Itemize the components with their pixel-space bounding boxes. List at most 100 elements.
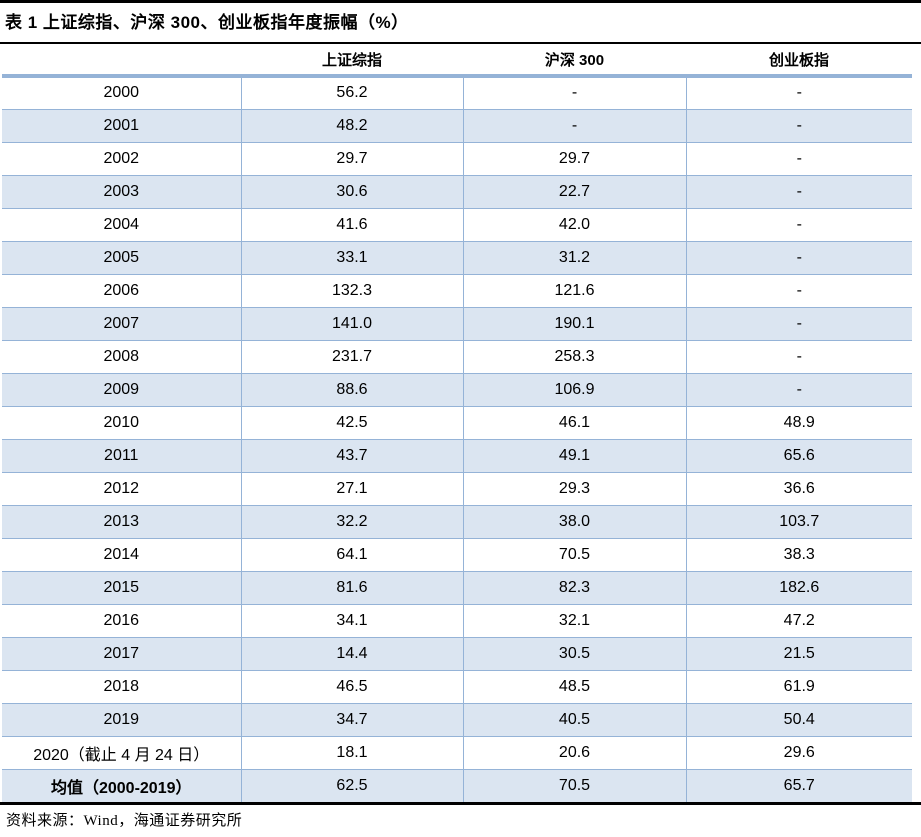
cell-sse-composite: 41.6	[240, 207, 463, 241]
cell-chinext: 65.7	[685, 768, 912, 802]
table-row: 2020（截止 4 月 24 日） 18.1 20.6 29.6	[2, 735, 912, 769]
cell-sse-composite: 132.3	[240, 273, 463, 307]
table-row: 均值（2000-2019） 62.5 70.5 65.7	[2, 768, 912, 802]
row-label: 均值（2000-2019）	[2, 768, 241, 802]
row-label: 2007	[2, 306, 241, 340]
table-row: 2017 14.4 30.5 21.5	[2, 636, 912, 670]
table-row: 2013 32.2 38.0 103.7	[2, 504, 912, 538]
table-bottom-rule	[0, 802, 921, 805]
cell-chinext: 48.9	[685, 405, 912, 439]
cell-sse-composite: 43.7	[240, 438, 463, 472]
table-header: 上证综指 沪深 300 创业板指	[2, 44, 912, 78]
row-label: 2006	[2, 273, 241, 307]
cell-chinext: -	[685, 273, 912, 307]
cell-csi-300: 70.5	[462, 768, 686, 802]
table-row: 2019 34.7 40.5 50.4	[2, 702, 912, 736]
cell-sse-composite: 14.4	[240, 636, 463, 670]
cell-chinext: 21.5	[685, 636, 912, 670]
row-label: 2005	[2, 240, 241, 274]
cell-sse-composite: 62.5	[240, 768, 463, 802]
header-csi-300: 沪深 300	[463, 44, 686, 78]
table-row: 2007 141.0 190.1 -	[2, 306, 912, 340]
cell-csi-300: 22.7	[462, 174, 686, 208]
cell-chinext: -	[685, 76, 912, 109]
cell-sse-composite: 81.6	[240, 570, 463, 604]
header-row: 上证综指 沪深 300 创业板指	[2, 44, 912, 78]
cell-csi-300: 38.0	[462, 504, 686, 538]
cell-csi-300: 32.1	[462, 603, 686, 637]
table-row: 2018 46.5 48.5 61.9	[2, 669, 912, 703]
table-row: 2003 30.6 22.7 -	[2, 174, 912, 208]
table-row: 2002 29.7 29.7 -	[2, 141, 912, 175]
table-row: 2004 41.6 42.0 -	[2, 207, 912, 241]
cell-sse-composite: 48.2	[240, 108, 463, 142]
cell-csi-300: 106.9	[462, 372, 686, 406]
cell-chinext: 65.6	[685, 438, 912, 472]
row-label: 2015	[2, 570, 241, 604]
cell-sse-composite: 56.2	[240, 76, 463, 109]
row-label: 2004	[2, 207, 241, 241]
row-label: 2013	[2, 504, 241, 538]
cell-csi-300: 258.3	[462, 339, 686, 373]
cell-sse-composite: 29.7	[240, 141, 463, 175]
cell-chinext: 103.7	[685, 504, 912, 538]
cell-sse-composite: 42.5	[240, 405, 463, 439]
row-label: 2008	[2, 339, 241, 373]
cell-csi-300: 29.3	[462, 471, 686, 505]
row-label: 2009	[2, 372, 241, 406]
row-label: 2018	[2, 669, 241, 703]
cell-csi-300: -	[462, 76, 686, 109]
cell-csi-300: 121.6	[462, 273, 686, 307]
cell-sse-composite: 34.1	[240, 603, 463, 637]
table-title: 表 1 上证综指、沪深 300、创业板指年度振幅（%）	[0, 0, 921, 44]
table-row: 2008 231.7 258.3 -	[2, 339, 912, 373]
table-row: 2012 27.1 29.3 36.6	[2, 471, 912, 505]
cell-csi-300: 46.1	[462, 405, 686, 439]
cell-chinext: -	[685, 207, 912, 241]
cell-chinext: -	[685, 306, 912, 340]
table-row: 2001 48.2 - -	[2, 108, 912, 142]
amplitude-table: 上证综指 沪深 300 创业板指 2000 56.2 - - 2001 48.2…	[2, 44, 912, 802]
row-label: 2011	[2, 438, 241, 472]
cell-csi-300: -	[462, 108, 686, 142]
cell-chinext: 50.4	[685, 702, 912, 736]
cell-sse-composite: 30.6	[240, 174, 463, 208]
cell-csi-300: 49.1	[462, 438, 686, 472]
header-year	[2, 44, 241, 78]
cell-csi-300: 82.3	[462, 570, 686, 604]
cell-chinext: 47.2	[685, 603, 912, 637]
row-label: 2003	[2, 174, 241, 208]
cell-sse-composite: 141.0	[240, 306, 463, 340]
cell-chinext: -	[685, 108, 912, 142]
cell-sse-composite: 34.7	[240, 702, 463, 736]
data-source: 资料来源：Wind，海通证券研究所	[6, 813, 243, 829]
table-row: 2009 88.6 106.9 -	[2, 372, 912, 406]
cell-csi-300: 42.0	[462, 207, 686, 241]
table-body: 2000 56.2 - - 2001 48.2 - - 2002 29.7 29…	[2, 76, 912, 802]
cell-chinext: 36.6	[685, 471, 912, 505]
cell-chinext: -	[685, 141, 912, 175]
cell-csi-300: 30.5	[462, 636, 686, 670]
cell-chinext: -	[685, 339, 912, 373]
table-row: 2000 56.2 - -	[2, 76, 912, 109]
table-row: 2006 132.3 121.6 -	[2, 273, 912, 307]
cell-csi-300: 20.6	[462, 735, 686, 769]
cell-chinext: 182.6	[685, 570, 912, 604]
cell-sse-composite: 231.7	[240, 339, 463, 373]
row-label: 2012	[2, 471, 241, 505]
cell-sse-composite: 33.1	[240, 240, 463, 274]
cell-sse-composite: 32.2	[240, 504, 463, 538]
cell-sse-composite: 18.1	[240, 735, 463, 769]
cell-csi-300: 190.1	[462, 306, 686, 340]
cell-sse-composite: 64.1	[240, 537, 463, 571]
table-title-text: 表 1 上证综指、沪深 300、创业板指年度振幅（%）	[5, 13, 409, 32]
cell-sse-composite: 46.5	[240, 669, 463, 703]
cell-csi-300: 29.7	[462, 141, 686, 175]
cell-chinext: 38.3	[685, 537, 912, 571]
cell-sse-composite: 88.6	[240, 372, 463, 406]
row-label: 2010	[2, 405, 241, 439]
table-row: 2010 42.5 46.1 48.9	[2, 405, 912, 439]
cell-csi-300: 31.2	[462, 240, 686, 274]
row-label: 2016	[2, 603, 241, 637]
